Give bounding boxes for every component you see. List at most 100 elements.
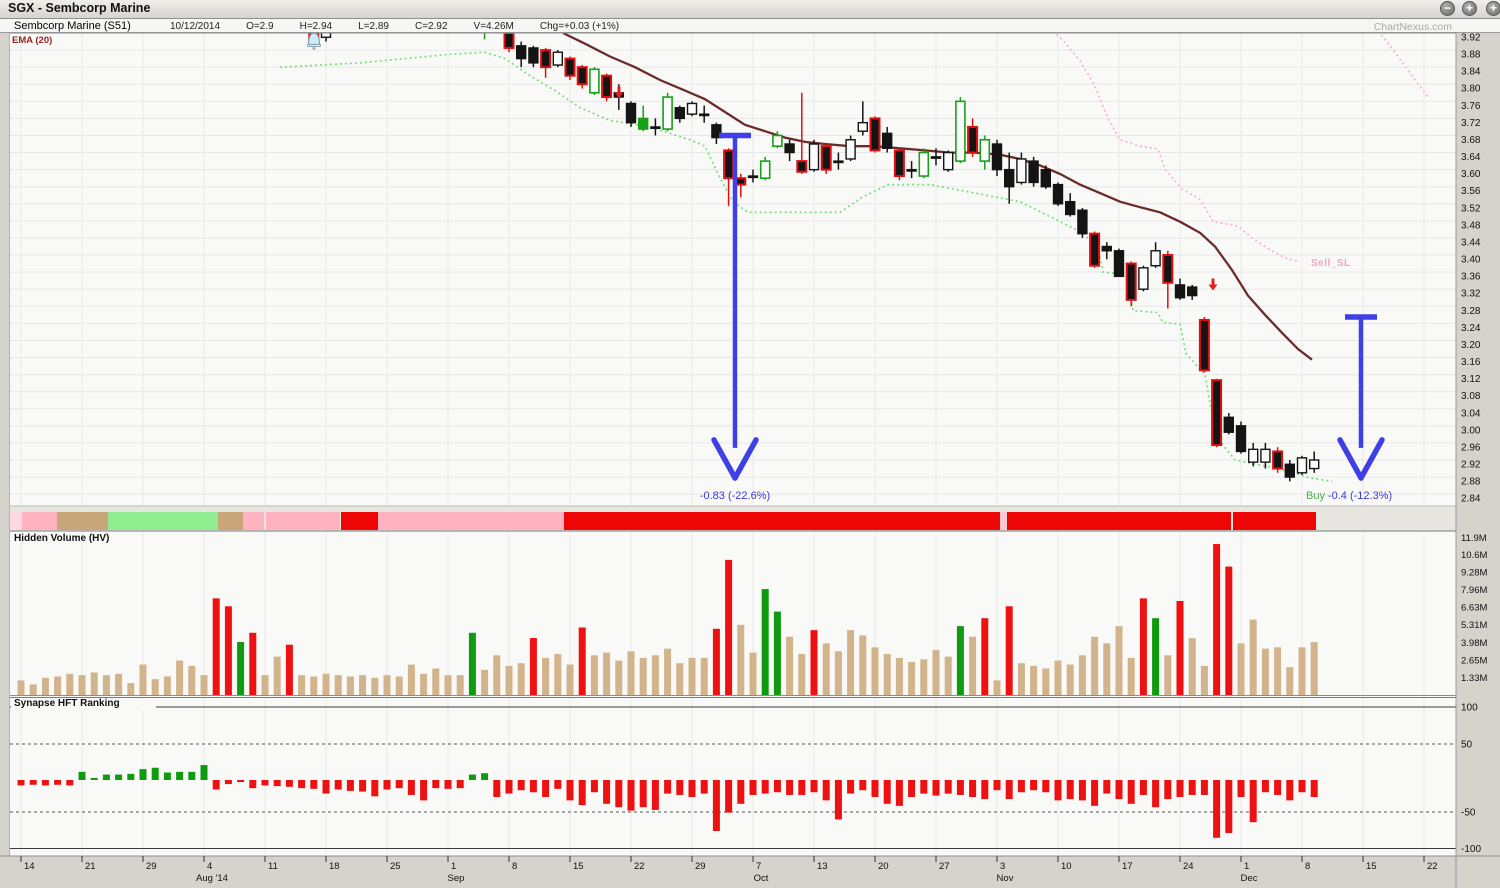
candle-body (1064, 200, 1076, 216)
candle-body (589, 68, 600, 94)
candle-body (638, 117, 649, 130)
candle-body (1125, 262, 1137, 301)
hft-bar (1298, 780, 1306, 793)
zoom-in-button[interactable]: + (1462, 1, 1477, 16)
date-tick-label: 4 (207, 861, 212, 872)
candle-body (1040, 168, 1052, 188)
hft-bar (981, 780, 989, 800)
volume-bar (163, 676, 171, 695)
candle-body (833, 160, 844, 164)
volume-bar (1115, 626, 1123, 695)
volume-bar (261, 675, 269, 695)
window-titlebar[interactable]: SGX - Sembcorp Marine − + + (0, 0, 1500, 19)
volume-bar (1030, 665, 1038, 695)
hft-bar (956, 780, 964, 795)
hft-bar (66, 780, 74, 786)
candle-body (906, 168, 917, 172)
volume-bar (1017, 663, 1025, 695)
hft-bar (834, 780, 842, 820)
candle-body (1223, 416, 1235, 433)
volume-bar (1103, 643, 1111, 695)
volume-bar (188, 665, 196, 695)
volume-bar (908, 661, 916, 695)
hft-bar (444, 780, 452, 789)
volume-bar (334, 675, 342, 695)
ema-indicator-label: EMA (20) (12, 35, 53, 46)
volume-bar (615, 660, 623, 695)
hft-bar (712, 780, 720, 831)
hft-axis-label: 50 (1461, 740, 1473, 751)
volume-bar (847, 630, 855, 695)
sell-sl-annotation: Sell_SL (1311, 258, 1351, 269)
volume-bars (10, 544, 1456, 696)
symbol-label: Sembcorp Marine (S51) (14, 20, 131, 32)
date-tick-label: 29 (695, 861, 706, 872)
date-tick-label: 22 (634, 861, 645, 872)
hft-bar (395, 780, 403, 789)
volume-bar (66, 673, 74, 695)
volume-bar (420, 673, 428, 695)
volume-bar (529, 638, 537, 695)
price-panel[interactable] (279, 12, 1429, 483)
candle-body (893, 149, 905, 178)
candle-body (1016, 158, 1027, 184)
volume-bar (1298, 647, 1306, 695)
volume-bar (590, 655, 598, 695)
hft-bar (322, 780, 330, 794)
hft-bar (90, 777, 98, 780)
volume-bar (407, 664, 415, 695)
volume-bar (127, 683, 135, 695)
candle-body (650, 126, 661, 130)
price-axis[interactable]: 3.92 3.88 3.84 3.80 3.76 3.72 3.68 3.64 3.60 3.56… (1461, 33, 1487, 856)
candle-body (784, 143, 795, 154)
date-axis[interactable]: 14 21 29 4 11 18 25 1 8 15 22 29 7 13 20 27 3 10 17 24 1 8 15 2… (20, 856, 1438, 884)
volume-bar (1005, 606, 1013, 695)
hft-bar (1054, 780, 1062, 801)
candle-body (1211, 379, 1223, 447)
volume-bar (298, 675, 306, 695)
hft-bar (749, 780, 757, 795)
quote-field: L=2.89 (358, 21, 389, 32)
signal-ribbon (10, 512, 1316, 530)
hft-bar (1188, 780, 1196, 795)
hft-bar (432, 780, 440, 789)
volume-bar (481, 669, 489, 695)
price-axis-label: 3.36 (1461, 272, 1481, 283)
volume-bar (956, 626, 964, 695)
candle-body (735, 177, 747, 186)
volume-bar (773, 611, 781, 695)
volume-bar (603, 652, 611, 695)
volume-bar (725, 559, 733, 695)
volume-bar (712, 628, 720, 695)
extra-button[interactable]: + (1486, 1, 1500, 16)
hft-bar (176, 771, 184, 780)
date-tick-label: 15 (1366, 861, 1377, 872)
window-title: SGX - Sembcorp Marine (8, 1, 151, 15)
hft-bar (139, 769, 147, 780)
volume-bar (249, 632, 257, 695)
zoom-out-button[interactable]: − (1440, 1, 1455, 16)
hft-bar (481, 773, 489, 780)
volume-bar (1286, 667, 1294, 695)
candle-body (1077, 209, 1088, 235)
hft-bar (1274, 780, 1282, 795)
candle-body (1296, 457, 1308, 474)
volume-axis-label: 3.98M (1461, 638, 1487, 649)
date-tick-label: 10 (1061, 861, 1072, 872)
date-tick-label: 8 (1305, 861, 1310, 872)
volume-bar (664, 648, 672, 695)
volume-bar (895, 657, 903, 695)
hft-bar (334, 780, 342, 790)
price-axis-label: 3.24 (1461, 323, 1481, 334)
volume-bar (761, 589, 769, 695)
month-label: Oct (754, 873, 769, 884)
date-tick-label: 11 (268, 861, 278, 872)
hft-bar (676, 780, 684, 795)
date-tick-label: 1 (451, 861, 456, 872)
hft-bar (847, 780, 855, 794)
hft-bar (883, 780, 891, 804)
price-axis-label: 3.20 (1461, 340, 1481, 351)
volume-bar (493, 655, 501, 695)
